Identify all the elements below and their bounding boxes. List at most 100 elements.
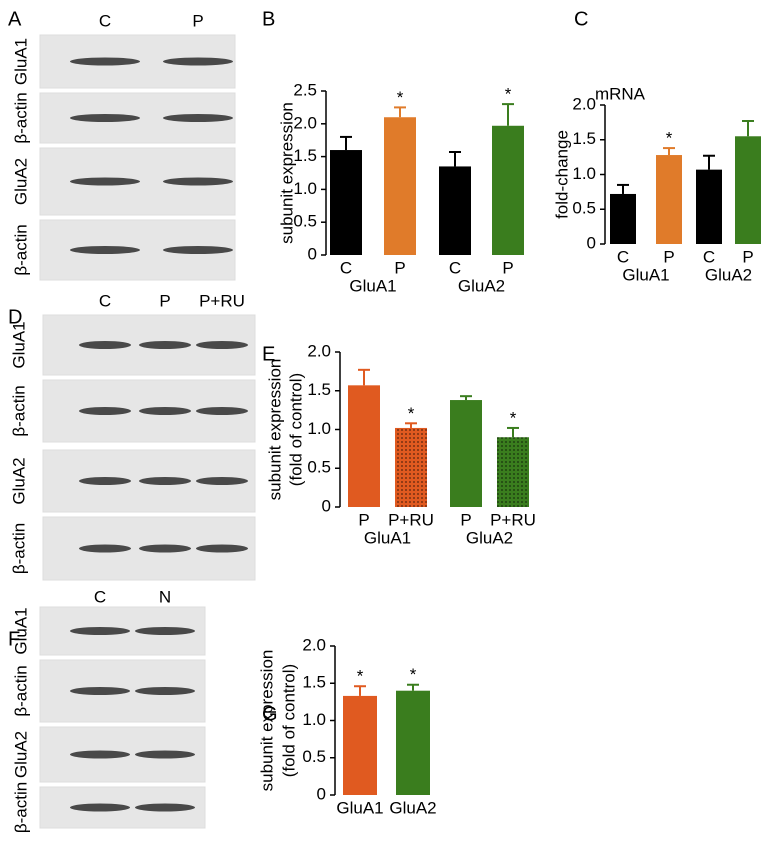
lane-label: P	[159, 291, 170, 310]
y-tick-label: 1.0	[572, 164, 596, 183]
y-tick-label: 2.0	[307, 341, 331, 360]
row-label: β-actin	[9, 385, 28, 436]
blot-band	[70, 57, 140, 66]
blot-band	[163, 57, 233, 66]
bar	[735, 136, 761, 244]
y-tick-label: 0	[317, 784, 326, 803]
y-tick-label: 1.5	[307, 380, 331, 399]
bar	[384, 117, 416, 256]
panel-letter: D	[8, 306, 22, 328]
blot-band	[139, 407, 191, 415]
bar	[343, 695, 377, 795]
blot-band	[135, 803, 195, 812]
y-tick-label: 0	[587, 233, 596, 252]
row-label: GluA2	[9, 457, 28, 504]
blot-band	[135, 750, 195, 759]
x-tick-label: P+RU	[388, 510, 434, 529]
bar	[492, 125, 524, 255]
significance-mark: *	[510, 408, 517, 427]
bar-pattern	[395, 427, 427, 507]
lane-label: N	[159, 587, 171, 606]
x-tick-label: GluA2	[389, 798, 436, 817]
blot-band	[79, 544, 131, 553]
panel-letter: E	[262, 343, 275, 365]
y-tick-label: 1.0	[293, 179, 317, 198]
blot-band	[70, 177, 140, 186]
x-tick-label: C	[449, 258, 461, 277]
row-label: β-actin	[11, 224, 30, 275]
blot-band	[139, 341, 191, 349]
y-axis-label: (fold of control)	[279, 664, 298, 777]
bar	[610, 193, 636, 244]
x-tick-label: C	[617, 247, 629, 266]
bar	[330, 150, 362, 255]
panel-letter: A	[8, 8, 22, 30]
x-tick-label: P	[394, 258, 405, 277]
bar	[696, 169, 722, 244]
blot-band	[79, 341, 131, 349]
y-tick-label: 1.0	[307, 419, 331, 438]
y-tick-label: 1.5	[302, 673, 326, 692]
x-tick-label: P	[358, 510, 369, 529]
y-axis-label: subunit expression	[265, 359, 284, 501]
blot-band	[163, 246, 233, 254]
bar	[396, 690, 430, 795]
y-tick-label: 1.0	[302, 710, 326, 729]
y-axis-label: subunit expression	[257, 650, 276, 792]
blot-band	[196, 407, 248, 415]
y-tick-label: 0.5	[572, 199, 596, 218]
blot-band	[135, 627, 195, 635]
significance-mark: *	[357, 667, 364, 686]
blot-band	[139, 544, 191, 553]
group-label: GluA2	[458, 276, 505, 295]
y-tick-label: 0.5	[293, 212, 317, 231]
group-label: GluA1	[349, 276, 396, 295]
y-tick-label: 0	[322, 496, 331, 515]
blot-band	[70, 627, 130, 635]
blot-band	[196, 341, 248, 349]
y-tick-label: 2.0	[302, 635, 326, 654]
bar-pattern	[497, 437, 529, 507]
blot-band	[70, 750, 130, 759]
blot-band	[79, 407, 131, 415]
row-label: GluA2	[11, 158, 30, 205]
panel-letter: G	[262, 703, 278, 725]
significance-mark: *	[410, 665, 417, 684]
group-label: GluA1	[364, 528, 411, 547]
x-tick-label: C	[340, 258, 352, 277]
x-tick-label: GluA1	[336, 798, 383, 817]
blot-band	[135, 687, 195, 695]
lane-label: P+RU	[199, 291, 245, 310]
bar	[656, 155, 682, 244]
bar	[439, 166, 471, 255]
lane-label: P	[192, 11, 203, 30]
y-tick-label: 1.5	[572, 129, 596, 148]
row-label: GluA1	[11, 607, 30, 654]
blot-band	[70, 687, 130, 695]
lane-label: C	[94, 587, 106, 606]
y-tick-label: 2.0	[572, 94, 596, 113]
group-label: GluA2	[466, 528, 513, 547]
y-tick-label: 1.5	[293, 146, 317, 165]
group-label: GluA2	[705, 265, 752, 284]
group-label: GluA1	[622, 265, 669, 284]
x-tick-label: P	[742, 247, 753, 266]
lane-label: C	[99, 11, 111, 30]
x-tick-label: C	[703, 247, 715, 266]
lane-label: C	[99, 291, 111, 310]
panel-letter: C	[574, 8, 588, 30]
row-label: GluA2	[11, 731, 30, 778]
row-label: GluA1	[9, 321, 28, 368]
row-label: β-actin	[11, 782, 30, 833]
significance-mark: *	[397, 88, 404, 107]
row-label: β-actin	[9, 523, 28, 574]
y-axis-label: (fold of control)	[286, 373, 305, 486]
y-tick-label: 2.5	[293, 80, 317, 99]
blot-band	[139, 477, 191, 485]
y-axis-label: fold-change	[552, 130, 571, 219]
row-label: β-actin	[11, 665, 30, 716]
blot-band	[163, 177, 233, 186]
blot-band	[196, 544, 248, 553]
bar	[348, 385, 380, 507]
